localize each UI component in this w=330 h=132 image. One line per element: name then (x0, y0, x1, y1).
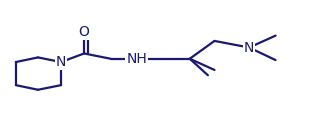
Text: N: N (244, 41, 254, 55)
Text: NH: NH (127, 52, 147, 66)
Text: N: N (56, 55, 66, 69)
Text: O: O (79, 25, 89, 39)
